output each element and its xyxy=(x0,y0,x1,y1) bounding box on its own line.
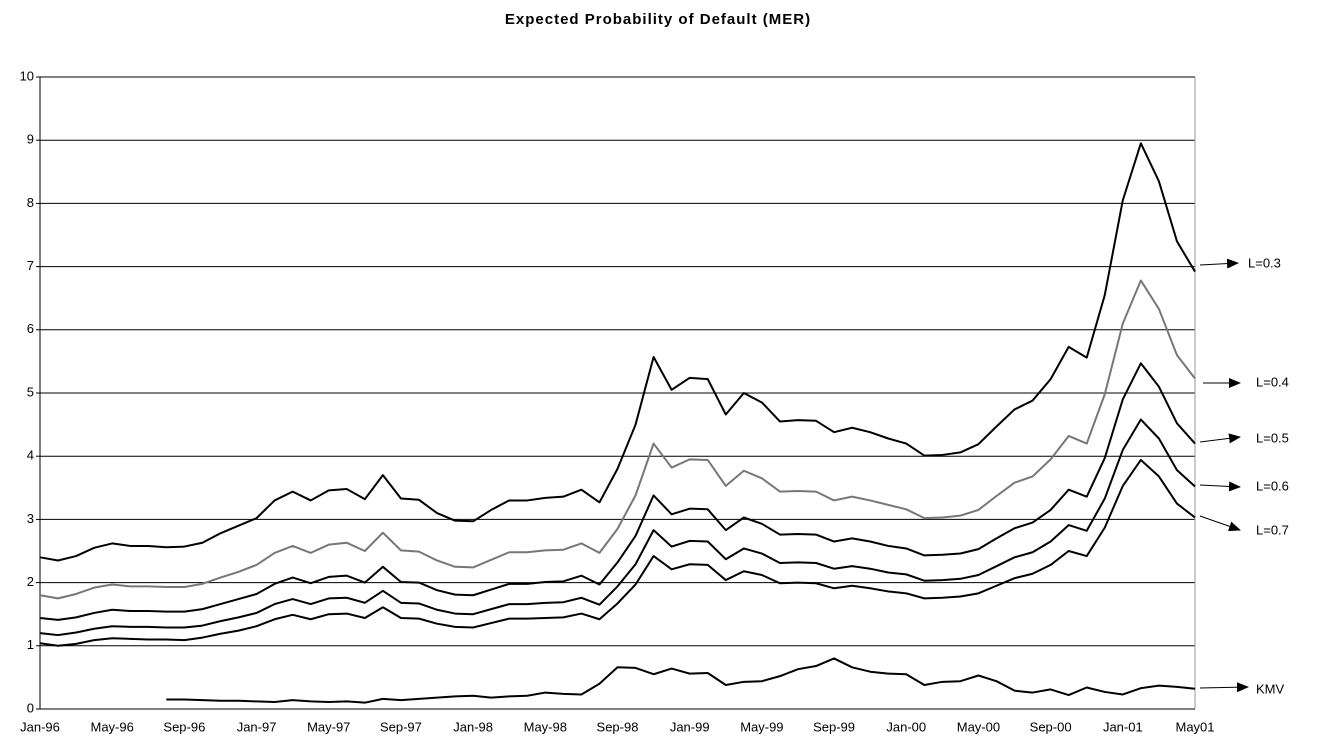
x-tick-label: May-99 xyxy=(740,719,783,734)
x-tick-label: Jan-99 xyxy=(670,719,710,734)
y-tick-label: 9 xyxy=(27,132,34,147)
arrow xyxy=(1199,258,1239,269)
x-tick-label: May-00 xyxy=(957,719,1000,734)
x-tick-label: Sep-99 xyxy=(813,719,855,734)
x-tick-label: Jan-97 xyxy=(237,719,277,734)
arrow xyxy=(1199,515,1241,532)
y-tick-label: 7 xyxy=(27,258,34,273)
arrow xyxy=(1199,682,1249,693)
x-tick-label: May-98 xyxy=(524,719,567,734)
series-label: L=0.4 xyxy=(1256,374,1289,389)
y-tick-label: 3 xyxy=(27,511,34,526)
series-line xyxy=(39,418,1196,637)
series-line xyxy=(39,142,1196,562)
x-tick-label: Jan-98 xyxy=(453,719,493,734)
x-tick-label: Jan-96 xyxy=(20,719,60,734)
y-tick-label: 2 xyxy=(27,574,34,589)
y-tick-label: 8 xyxy=(27,195,34,210)
series-line xyxy=(39,279,1196,600)
x-tick-label: Sep-00 xyxy=(1030,719,1072,734)
x-tick-label: Sep-98 xyxy=(597,719,639,734)
x-tick-label: Sep-96 xyxy=(163,719,205,734)
y-tick-label: 5 xyxy=(27,384,34,399)
end-arrows xyxy=(1199,258,1249,693)
series-line xyxy=(166,657,1196,704)
series-line xyxy=(39,362,1196,621)
y-tick-label: 1 xyxy=(27,637,34,652)
series-line xyxy=(39,458,1196,647)
x-tick-label: Jan-00 xyxy=(886,719,926,734)
arrow xyxy=(1199,481,1241,492)
series-label: L=0.3 xyxy=(1248,255,1281,270)
arrow xyxy=(1199,433,1241,444)
series-label: L=0.5 xyxy=(1256,430,1289,445)
series-label: L=0.7 xyxy=(1256,522,1289,537)
x-tick-label: May-97 xyxy=(307,719,350,734)
y-tick-label: 10 xyxy=(20,68,34,83)
x-tick-label: May-96 xyxy=(91,719,134,734)
x-tick-label: May01 xyxy=(1175,719,1214,734)
series-label: KMV xyxy=(1256,681,1285,696)
series-label: L=0.6 xyxy=(1256,478,1289,493)
y-tick-label: 0 xyxy=(27,700,34,715)
y-tick-label: 4 xyxy=(27,448,34,463)
x-tick-label: Sep-97 xyxy=(380,719,422,734)
x-tick-label: Jan-01 xyxy=(1103,719,1143,734)
chart-title: Expected Probability of Default (MER) xyxy=(505,11,811,28)
y-tick-label: 6 xyxy=(27,321,34,336)
